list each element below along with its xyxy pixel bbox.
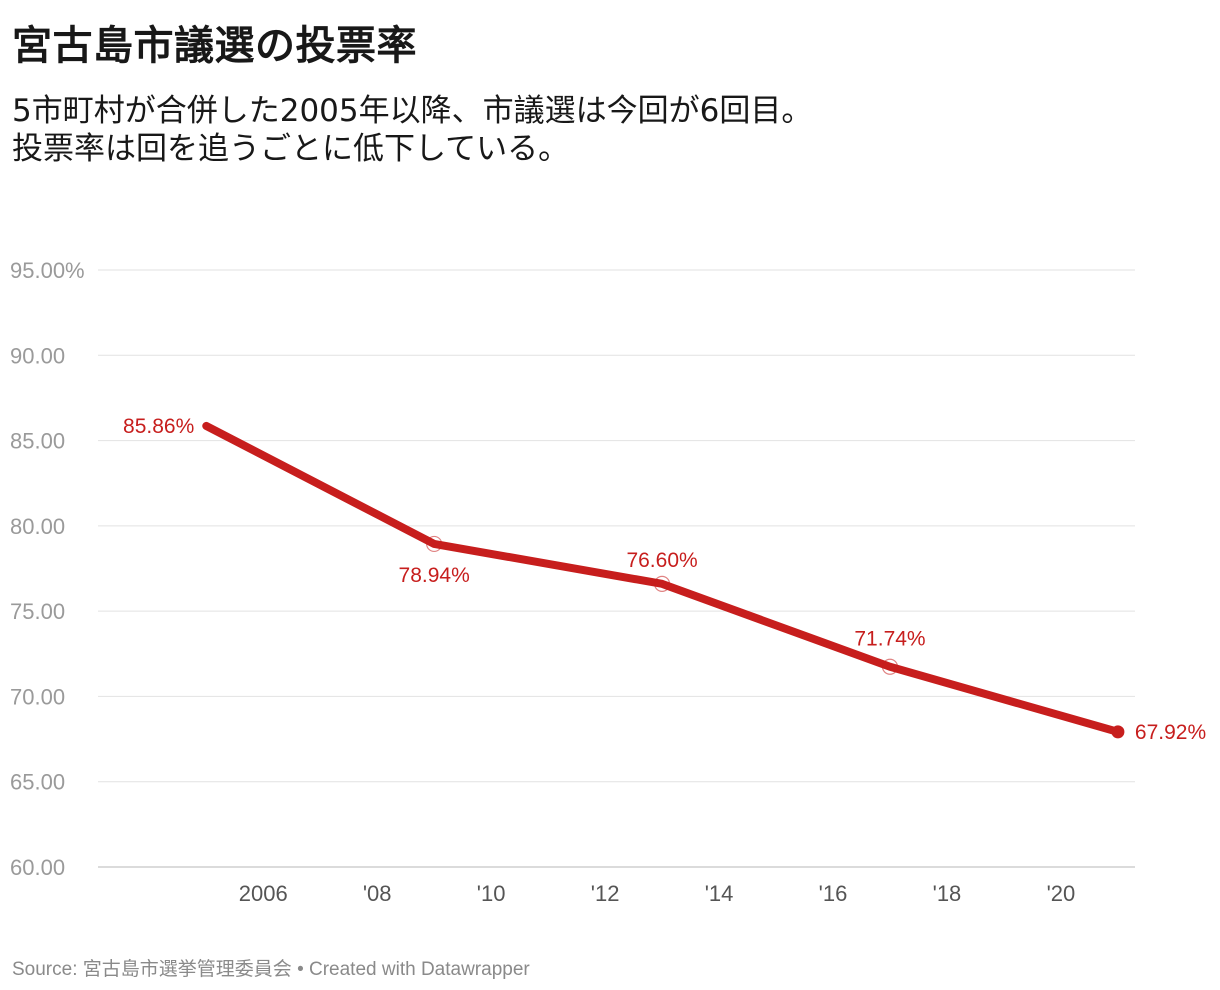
y-tick-label: 85.00 — [10, 429, 65, 454]
data-label: 67.92% — [1135, 721, 1206, 744]
x-tick-label: '12 — [591, 881, 620, 906]
y-axis-tick-labels: 60.00 65.00 70.00 75.00 80.00 85.00 90.00 95.00… — [10, 258, 85, 880]
series-turnout — [202, 421, 1125, 739]
subtitle-line-1: 5市町村が合併した2005年以降、市議選は今回が6回目。 — [12, 93, 813, 129]
x-tick-label: '20 — [1047, 881, 1076, 906]
y-tick-label: 80.00 — [10, 514, 65, 539]
y-tick-label: 90.00 — [10, 343, 65, 368]
y-tick-label: 70.00 — [10, 684, 65, 709]
x-tick-label: '14 — [705, 881, 734, 906]
source-link[interactable]: 宮古島市選挙管理委員会 — [82, 959, 292, 980]
data-label: 85.86% — [123, 415, 194, 438]
data-labels: 85.86% 78.94% 76.60% 71.74% 67.92% — [121, 413, 1208, 746]
y-tick-label: 65.00 — [10, 770, 65, 795]
y-tick-label: 75.00 — [10, 599, 65, 624]
source-label: Source: — [12, 959, 78, 980]
x-axis-tick-labels: 2006 '08 '10 '12 '14 '16 '18 '20 — [239, 881, 1076, 906]
y-tick-label: 95.00% — [10, 258, 85, 283]
x-tick-label: '16 — [819, 881, 848, 906]
data-point-marker — [426, 535, 443, 553]
data-label: 76.60% — [626, 549, 697, 572]
footer: Source: 宮古島市選挙管理委員会 • Created with Dataw… — [12, 954, 530, 981]
grid-lines — [98, 269, 1135, 868]
subtitle-line-2: 投票率は回を追うごとに低下している。 — [12, 131, 570, 167]
datawrapper-credit-link[interactable]: Created with Datawrapper — [309, 959, 530, 980]
footer-separator: • — [297, 959, 304, 980]
x-tick-label: 2006 — [239, 881, 288, 906]
data-label: 78.94% — [399, 564, 470, 587]
data-point-marker — [881, 658, 899, 675]
x-tick-label: '10 — [477, 881, 506, 906]
chart-subtitle: 5市町村が合併した2005年以降、市議選は今回が6回目。 投票率は回を追うごとに… — [12, 92, 812, 168]
chart-title: 宮古島市議選の投票率 — [12, 23, 417, 69]
x-tick-label: '08 — [363, 881, 392, 906]
x-tick-label: '18 — [933, 881, 962, 906]
series-line — [202, 421, 1122, 736]
data-point-marker — [653, 575, 671, 592]
y-tick-label: 60.00 — [10, 855, 65, 880]
data-label: 71.74% — [854, 628, 925, 651]
data-point-marker — [1111, 725, 1125, 739]
